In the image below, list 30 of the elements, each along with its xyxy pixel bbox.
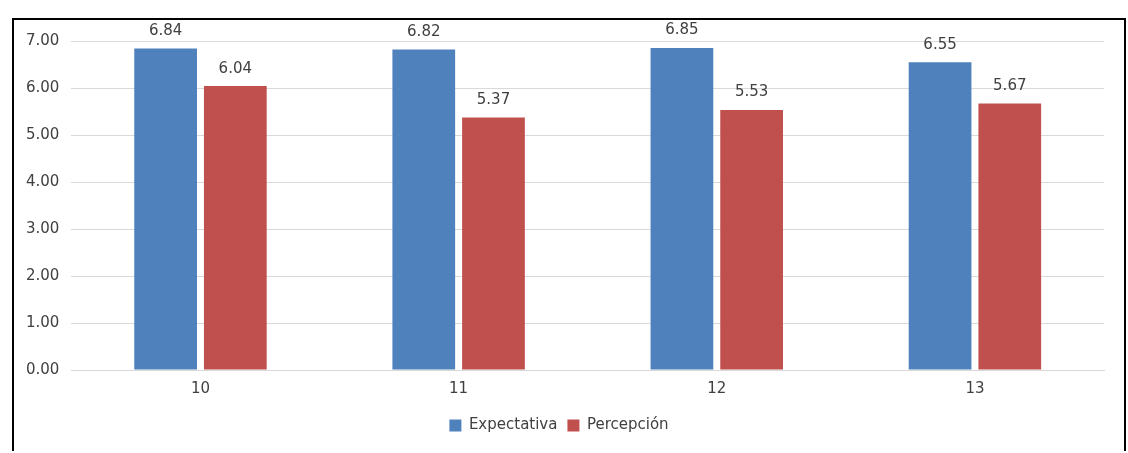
data-label: 6.84 (148, 20, 183, 39)
y-tick-label: 6.00 (25, 77, 60, 96)
y-tick-label: 3.00 (25, 218, 60, 237)
x-tick-label: 10 (190, 378, 211, 397)
bar (134, 48, 197, 370)
y-tick-label: 5.00 (25, 124, 60, 143)
data-label: 5.67 (993, 75, 1027, 94)
y-tick-label: 2.00 (25, 265, 60, 284)
bar (908, 62, 972, 370)
data-label: 5.37 (476, 90, 511, 108)
x-tick-label: 11 (449, 378, 469, 397)
data-label: 6.82 (407, 21, 441, 40)
x-tick-label: 12 (707, 378, 727, 397)
legend-label: Percepción (586, 415, 669, 434)
y-tick-label: 4.00 (25, 171, 60, 190)
data-label: 5.53 (734, 82, 769, 101)
y-tick-label: 0.00 (25, 359, 60, 378)
bar (978, 103, 1042, 370)
bar (650, 48, 714, 370)
bar (392, 49, 456, 370)
data-label: 6.55 (923, 34, 957, 53)
y-tick-label: 1.00 (25, 312, 60, 331)
data-label: 6.85 (665, 20, 699, 39)
data-label: 6.04 (218, 58, 253, 77)
bar (720, 110, 783, 370)
bar (203, 86, 267, 370)
y-tick-label: 7.00 (25, 30, 60, 49)
legend-label: Expectativa (468, 415, 558, 434)
x-tick-label: 13 (965, 378, 985, 397)
bar (462, 117, 525, 370)
